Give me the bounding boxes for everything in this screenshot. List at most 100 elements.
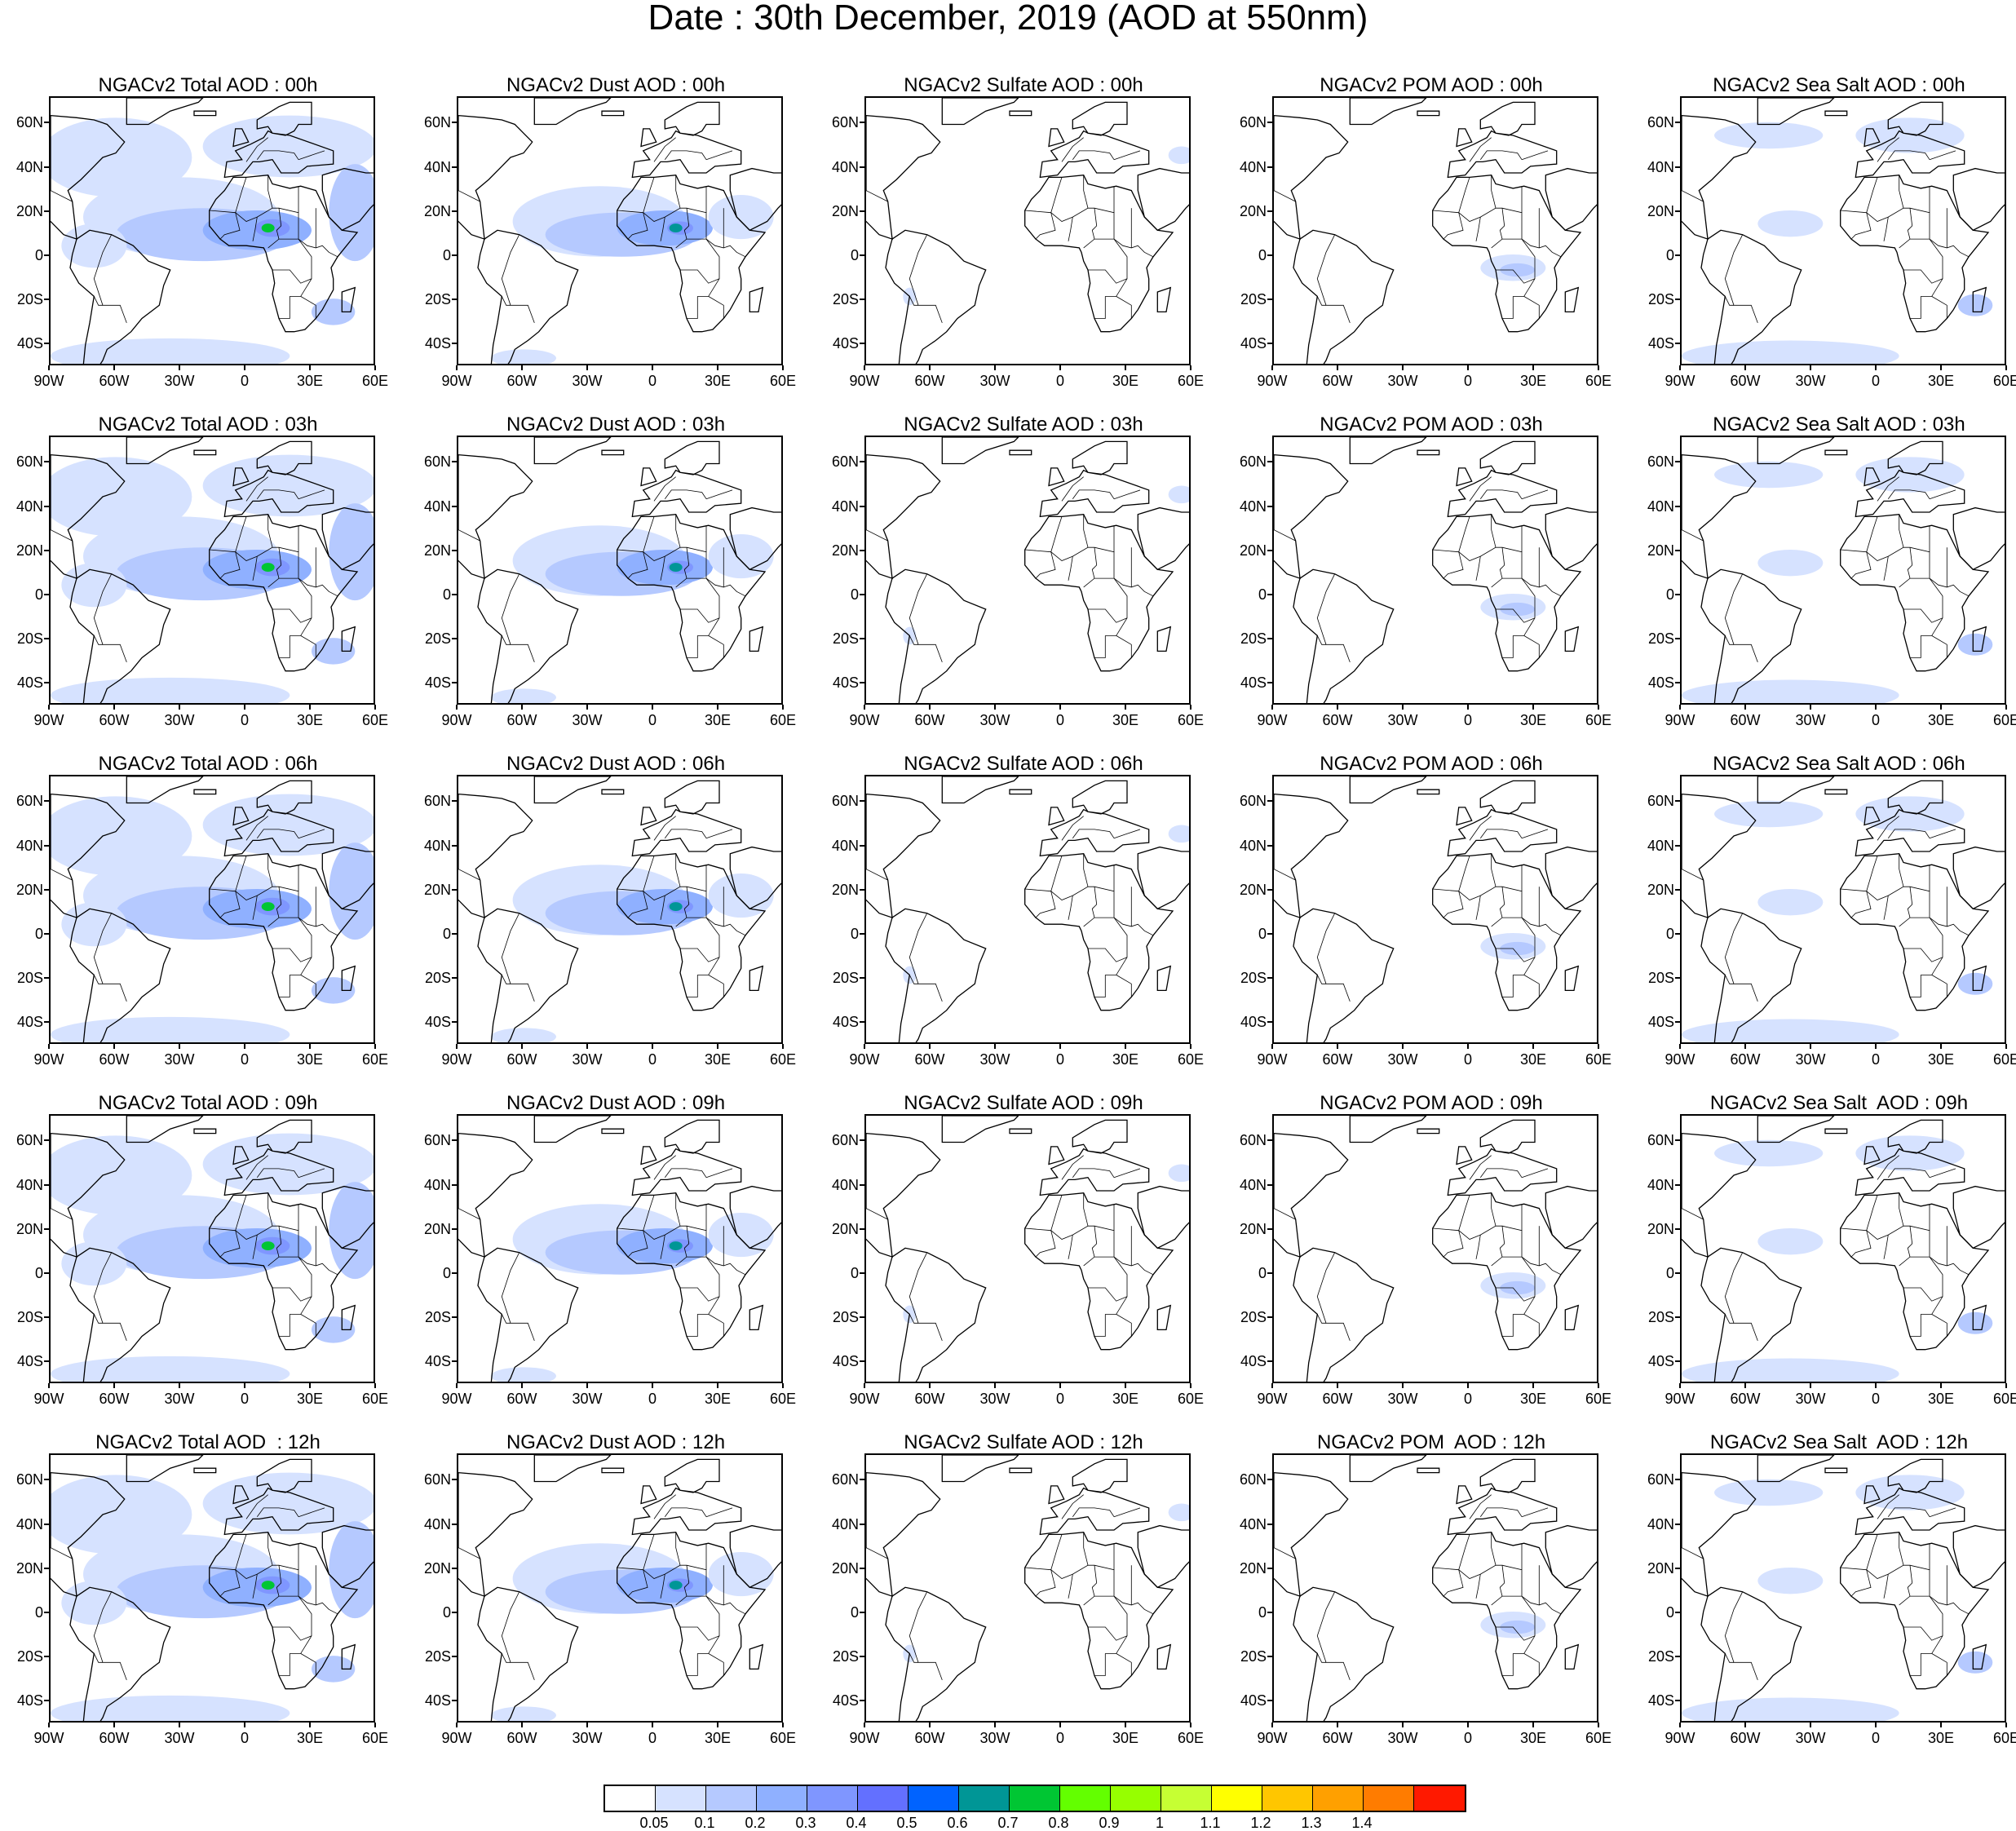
- country-border-11: [1502, 296, 1514, 319]
- country-border-12: [300, 635, 316, 658]
- country-border-12: [300, 975, 316, 997]
- country-border-16: [664, 829, 707, 838]
- country-border-16: [256, 489, 299, 499]
- coastline-6: [1757, 1116, 1835, 1143]
- coastline-0: [866, 793, 941, 919]
- lon-tick-mark: [1125, 705, 1126, 710]
- lat-tick-mark: [1675, 166, 1680, 168]
- country-border-0: [1840, 207, 1930, 249]
- lon-tick-mark: [782, 365, 784, 370]
- country-border-5: [675, 1532, 681, 1566]
- coastline-3: [631, 101, 742, 179]
- country-border-11: [279, 1314, 290, 1337]
- country-border-3: [276, 1565, 282, 1597]
- lon-tick-label: 30E: [704, 1051, 732, 1068]
- aod-map: [1274, 437, 1597, 703]
- map-panel-sulfate: NGACv2 Sulfate AOD : 06h 60N 40N 20N 0 20S 40S…: [820, 752, 1227, 1091]
- coastline-6: [1349, 776, 1427, 804]
- country-border-7: [298, 1256, 338, 1276]
- country-border-0: [1840, 546, 1930, 588]
- lat-tick-label: 20S: [1647, 630, 1674, 647]
- country-border-2: [660, 1574, 665, 1599]
- lon-tick-label: 30W: [1795, 712, 1826, 728]
- lat-tick-mark: [1267, 1567, 1272, 1569]
- lat-tick-label: 40S: [832, 1013, 859, 1030]
- lon-tick-mark: [1940, 1723, 1942, 1727]
- country-border-7: [1929, 577, 1970, 597]
- lon-tick-mark: [2005, 365, 2007, 370]
- map-plot-area: [457, 96, 783, 365]
- lat-tick-mark: [1267, 888, 1272, 891]
- coastline-5: [1456, 1146, 1473, 1165]
- lat-tick-mark: [44, 1316, 49, 1318]
- panel-title: NGACv2 Sea Salt AOD : 06h: [1713, 753, 1965, 775]
- lon-tick-label: 30W: [1795, 1391, 1826, 1407]
- aod-shading-4: [669, 902, 683, 911]
- country-border-17: [245, 816, 268, 841]
- country-border-2: [660, 896, 665, 920]
- lat-tick-label: 20N: [1647, 881, 1674, 898]
- coastline-5: [1863, 1485, 1881, 1505]
- lon-tick-mark: [1125, 1044, 1126, 1049]
- country-border-3: [1907, 887, 1913, 918]
- lat-tick-mark: [1267, 844, 1272, 847]
- country-border-2: [1883, 896, 1889, 920]
- country-border-1: [1850, 1569, 1872, 1597]
- lat-tick-label: 40S: [424, 1352, 451, 1369]
- country-border-10: [272, 1287, 312, 1302]
- coastline-0: [866, 1471, 941, 1598]
- lat-tick-label: 60N: [1647, 1132, 1674, 1149]
- country-border-16: [1887, 829, 1930, 838]
- lat-tick-mark: [1675, 1523, 1680, 1525]
- map-panel-seasalt: NGACv2 Sea Salt AOD : 06h 60N 40N 20N 0 20S 40…: [1635, 752, 2016, 1091]
- country-border-3: [1907, 208, 1913, 240]
- aod-shading-0: [1168, 825, 1189, 843]
- country-border-9: [697, 1256, 720, 1315]
- lon-tick-mark: [374, 1044, 376, 1049]
- country-border-12: [1523, 1653, 1540, 1676]
- coastline-7: [193, 1467, 217, 1474]
- country-border-15: [1682, 1208, 1704, 1220]
- lon-tick-mark: [1598, 1383, 1599, 1388]
- colorbar-swatch-16: [1414, 1786, 1465, 1811]
- map-panel-pom: NGACv2 POM AOD : 12h 60N 40N 20N 0 20S 40S 90W 6…: [1227, 1431, 1635, 1770]
- coastline-4: [729, 1185, 781, 1249]
- lat-tick-mark: [1675, 637, 1680, 639]
- coastline-2: [1024, 853, 1174, 1011]
- coastline-8: [749, 1304, 764, 1331]
- lat-tick-label: 20N: [1239, 542, 1267, 559]
- lat-tick-mark: [452, 593, 457, 595]
- lat-tick-label: 20N: [831, 202, 859, 219]
- lat-tick-mark: [1675, 1272, 1680, 1274]
- lat-tick-label: 0: [1258, 246, 1267, 263]
- country-border-10: [680, 1287, 720, 1302]
- lat-tick-label: 40N: [15, 1176, 43, 1193]
- colorbar-swatch-9: [1060, 1786, 1111, 1811]
- country-border-7: [705, 1256, 746, 1276]
- coastline-1: [885, 1586, 987, 1721]
- country-border-0: [1024, 1564, 1115, 1606]
- coastline-1: [1700, 229, 1802, 364]
- coastline-0: [458, 793, 533, 919]
- country-border-10: [1496, 269, 1536, 284]
- coastline-4: [1137, 846, 1189, 910]
- country-border-13: [909, 913, 943, 1002]
- country-border-11: [1094, 1653, 1106, 1676]
- country-border-13: [1724, 913, 1758, 1002]
- lat-tick-mark: [1267, 342, 1272, 344]
- coastline-3: [1447, 440, 1558, 518]
- lon-tick-label: 0: [1463, 1730, 1472, 1746]
- aod-shading-4: [1757, 1227, 1824, 1255]
- aod-shading-4: [1757, 1567, 1824, 1594]
- panel-title: NGACv2 Dust AOD : 06h: [506, 753, 726, 775]
- lon-tick-label: 30E: [704, 1730, 732, 1746]
- lat-tick-label: 40N: [831, 158, 859, 175]
- lon-tick-label: 60E: [1585, 373, 1612, 389]
- coastline-1: [69, 1586, 171, 1721]
- lat-tick-label: 20S: [1240, 290, 1267, 307]
- lon-tick-mark: [113, 1044, 115, 1049]
- colorbar-label: 0.5: [896, 1815, 917, 1831]
- country-border-1: [1850, 212, 1872, 240]
- coastline-3: [1855, 1119, 1965, 1196]
- lon-tick-mark: [1337, 1383, 1338, 1388]
